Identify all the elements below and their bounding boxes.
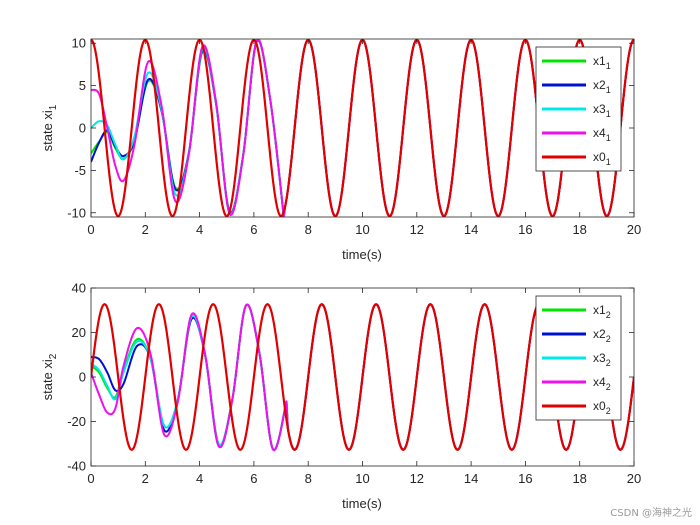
x-tick-label: 12: [410, 222, 424, 237]
y-tick-label: 0: [79, 370, 86, 385]
x-tick-label: 14: [464, 222, 478, 237]
x-tick-label: 20: [627, 471, 641, 486]
legend-entry-x1: x12: [593, 303, 611, 320]
legend-entry-x0: x02: [593, 399, 611, 416]
legend-entry-x3: x32: [593, 351, 611, 368]
x-tick-label: 20: [627, 222, 641, 237]
y-tick-label: 20: [72, 325, 86, 340]
y-tick-labels-2: 40 20 0 -20 -40: [67, 281, 634, 474]
x-tick-label: 8: [305, 471, 312, 486]
x-tick-label: 8: [305, 222, 312, 237]
y-tick-labels-1: 10 5 0 -5 -10: [67, 36, 634, 220]
x-tick-labels-1: 0 2 4 6 8 10 12 14 16 18 20: [87, 39, 641, 237]
x-tick-label: 0: [87, 222, 94, 237]
x-tick-label: 4: [196, 471, 203, 486]
x-tick-label: 14: [464, 471, 478, 486]
legend-entry-x4: x42: [593, 375, 611, 392]
x-axis-label-2: time(s): [342, 496, 382, 511]
x-tick-label: 10: [355, 222, 369, 237]
legend-entry-x3: x31: [593, 102, 611, 119]
legend-entry-x1: x11: [593, 54, 611, 71]
x-tick-label: 0: [87, 471, 94, 486]
y-tick-label: -5: [74, 163, 86, 178]
y-tick-label: -40: [67, 459, 86, 474]
y-tick-label: 10: [72, 36, 86, 51]
x-tick-label: 16: [518, 471, 532, 486]
legend-entry-x4: x41: [593, 126, 611, 143]
legend-entry-x2: x21: [593, 78, 611, 95]
legend-entry-x2: x22: [593, 327, 611, 344]
y-axis-label-2: state xi2: [40, 353, 59, 400]
y-tick-label: 0: [79, 121, 86, 136]
y-tick-label: -10: [67, 205, 86, 220]
x-tick-label: 4: [196, 222, 203, 237]
x-tick-label: 2: [142, 471, 149, 486]
legend-1: x11 x21 x31 x41 x01: [535, 46, 622, 172]
x-axis-label-1: time(s): [342, 247, 382, 262]
y-axis-label-1: state xi1: [40, 104, 59, 151]
y-tick-label: 5: [79, 78, 86, 93]
y-tick-label: -20: [67, 414, 86, 429]
y-tick-label: 40: [72, 281, 86, 296]
x-tick-label: 6: [250, 222, 257, 237]
x-tick-label: 10: [355, 471, 369, 486]
x-tick-label: 18: [572, 471, 586, 486]
legend-2: x12 x22 x32 x42 x02: [535, 295, 622, 421]
x-tick-label: 6: [250, 471, 257, 486]
legend-entry-x0: x01: [593, 150, 611, 167]
x-tick-labels-2: 0 2 4 6 8 10 12 14 16 18 20: [87, 288, 641, 486]
subplot-1: 0 2 4 6 8 10 12 14 16 18 20 10 5 0 -5 -10 time(s) stat…: [40, 36, 641, 262]
x-tick-label: 2: [142, 222, 149, 237]
x-tick-label: 16: [518, 222, 532, 237]
subplot-2: 0 2 4 6 8 10 12 14 16 18 20 40 20 0 -20 -40 time(s) st…: [40, 281, 641, 512]
x-tick-label: 18: [572, 222, 586, 237]
x-tick-label: 12: [410, 471, 424, 486]
series-lines-1: [91, 39, 634, 217]
watermark: CSDN @海神之光: [610, 508, 692, 519]
